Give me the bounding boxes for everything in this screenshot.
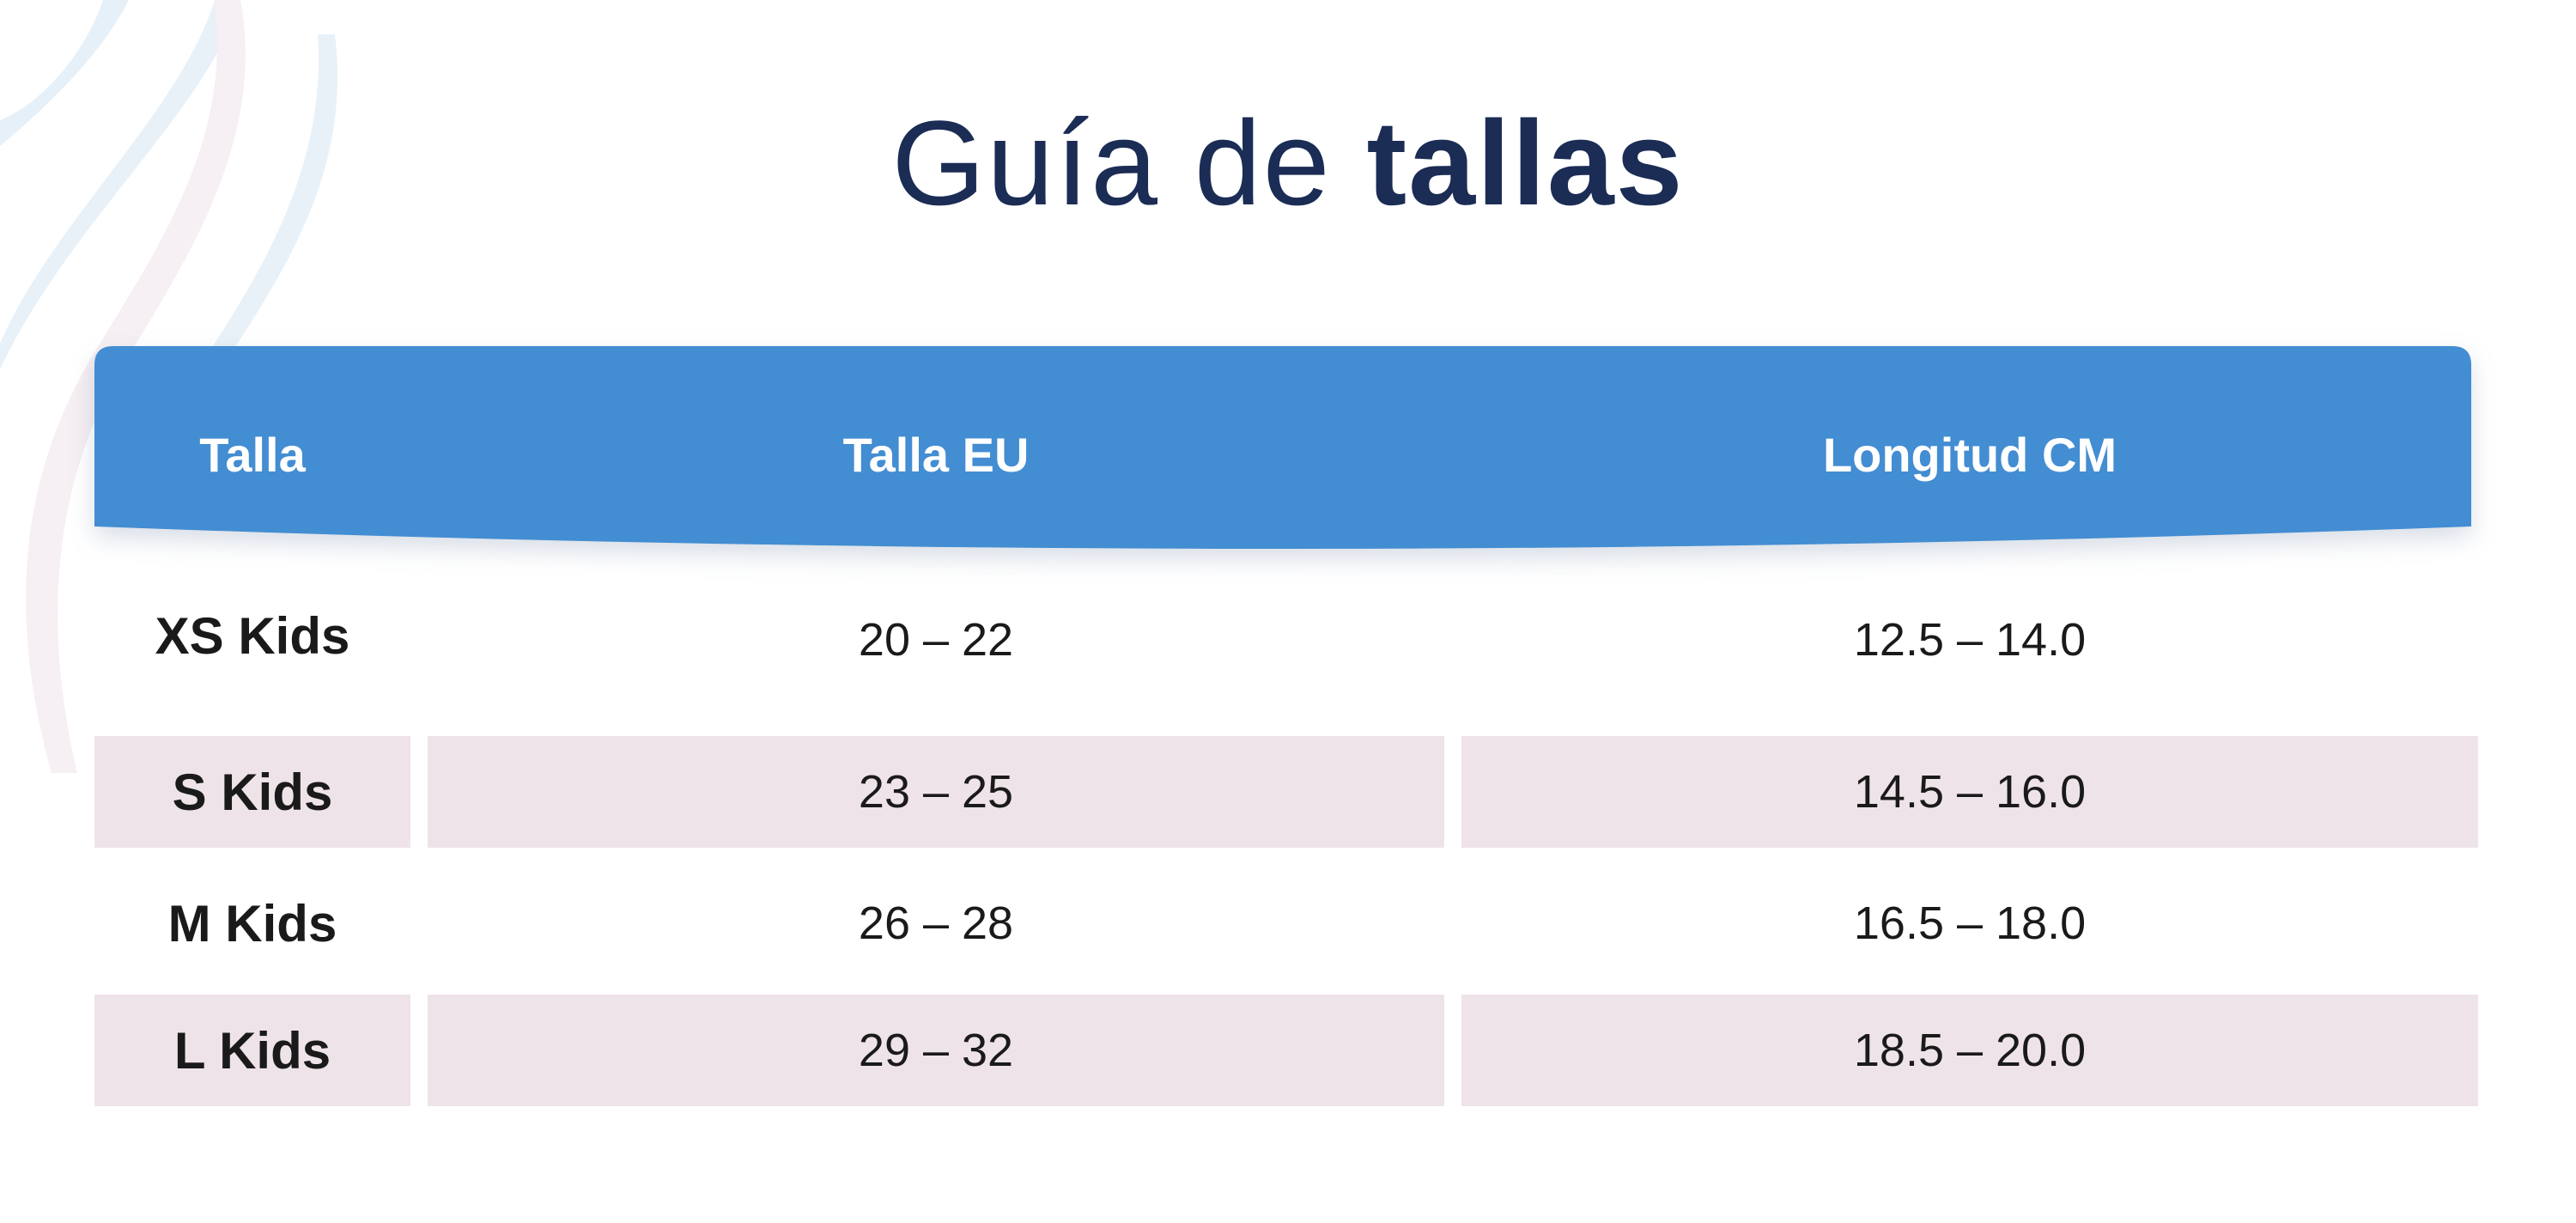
page-title-bold: tallas bbox=[1366, 95, 1685, 230]
row-m-size: M Kids bbox=[167, 894, 337, 952]
column-header-talla-eu: Talla EU bbox=[842, 428, 1030, 482]
column-header-longitud-cm: Longitud CM bbox=[1822, 428, 2117, 482]
column-header-talla: Talla bbox=[199, 428, 306, 482]
table-header-band bbox=[94, 346, 2471, 569]
page-title: Guía de tallas bbox=[0, 94, 2576, 232]
row-xs-size: XS Kids bbox=[155, 606, 350, 665]
header-background bbox=[94, 346, 2471, 549]
row-l-size: L Kids bbox=[94, 995, 410, 1106]
row-xs-cm: 12.5 – 14.0 bbox=[1853, 614, 2087, 666]
page-title-light: Guía de bbox=[891, 95, 1332, 230]
row-xs-eu: 20 – 22 bbox=[858, 614, 1014, 666]
row-m-eu: 26 – 28 bbox=[858, 897, 1014, 949]
decorative-waves bbox=[0, 0, 338, 773]
row-l-eu: 29 – 32 bbox=[428, 995, 1444, 1106]
row-s-size: S Kids bbox=[94, 736, 410, 848]
row-s-cm: 14.5 – 16.0 bbox=[1461, 736, 2478, 848]
row-m-cm: 16.5 – 18.0 bbox=[1853, 897, 2087, 949]
row-l-cm: 18.5 – 20.0 bbox=[1461, 995, 2478, 1106]
row-s-eu: 23 – 25 bbox=[428, 736, 1444, 848]
